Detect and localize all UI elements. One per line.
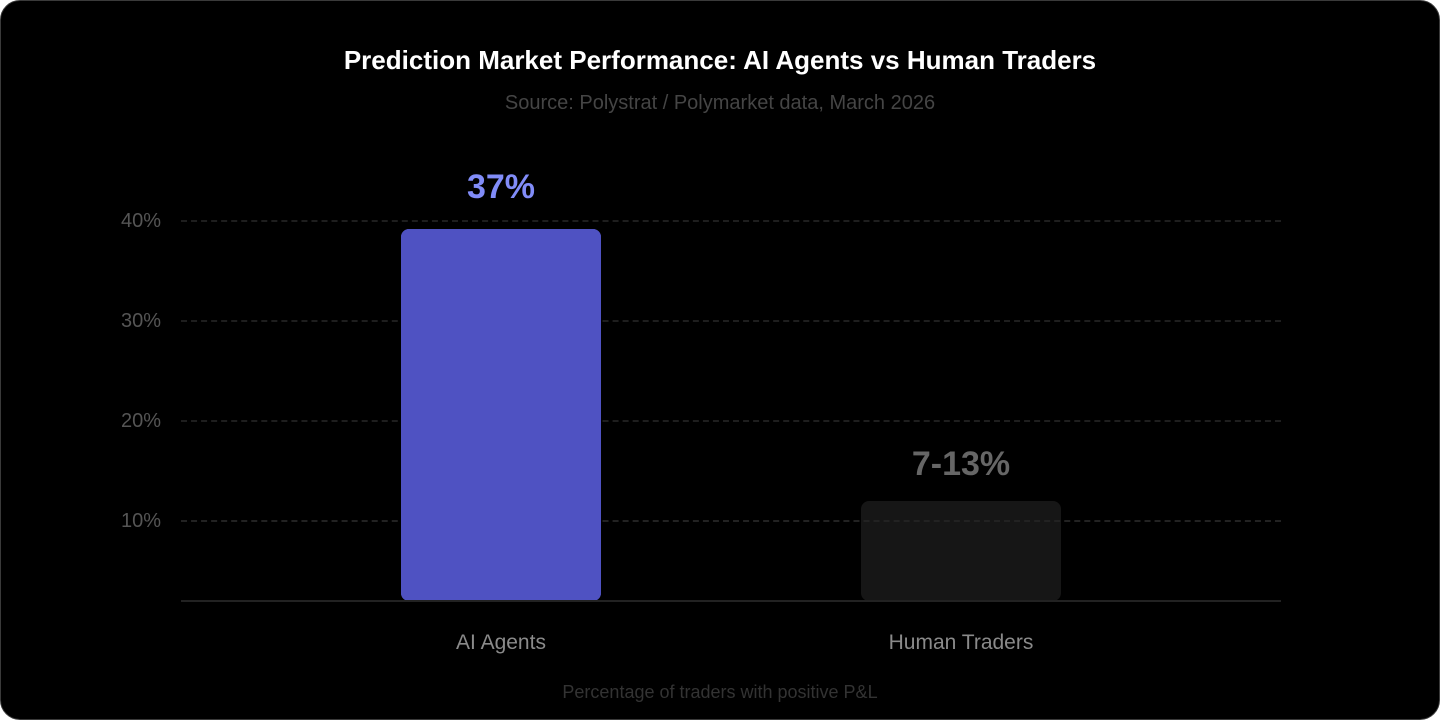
y-tick-10: 10% [120, 510, 161, 532]
category-label-ai-agents: AI Agents [456, 631, 546, 654]
value-label-human-traders: 7-13% [911, 445, 1011, 483]
bar-human-traders [861, 501, 1061, 601]
chart-subtitle: Source: Polystrat / Polymarket data, Mar… [504, 92, 936, 114]
gridline-20 [181, 420, 1281, 422]
gridline-30 [181, 320, 1281, 322]
chart-title: Prediction Market Performance: AI Agents… [343, 45, 1097, 75]
gridline-40 [181, 220, 1281, 222]
y-tick-20: 20% [120, 410, 161, 432]
bar-ai-agents-fill [401, 229, 601, 601]
category-label-human-traders: Human Traders [888, 631, 1034, 654]
gridline-10 [181, 520, 1281, 522]
y-tick-40: 40% [120, 210, 161, 232]
chart-footnote: Percentage of traders with positive P&L [562, 682, 878, 702]
y-tick-30: 30% [120, 310, 161, 332]
value-label-ai-agents: 37% [466, 168, 536, 206]
x-axis-baseline [181, 600, 1281, 602]
